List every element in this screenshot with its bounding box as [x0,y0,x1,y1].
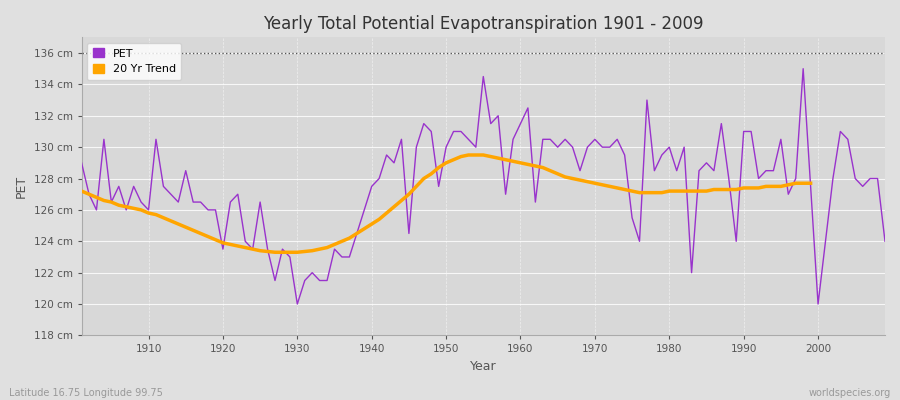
PET [292,302,302,306]
Y-axis label: PET: PET [15,175,28,198]
PET [76,160,87,165]
PET [351,231,362,236]
Text: worldspecies.org: worldspecies.org [809,388,891,398]
20 Yr Trend [277,250,288,255]
PET [307,270,318,275]
20 Yr Trend [307,248,318,253]
20 Yr Trend [806,181,816,186]
20 Yr Trend [463,152,473,157]
PET [515,121,526,126]
20 Yr Trend [448,157,459,162]
PET [523,106,534,110]
Legend: PET, 20 Yr Trend: PET, 20 Yr Trend [87,43,182,80]
X-axis label: Year: Year [470,360,497,373]
PET [612,137,623,142]
20 Yr Trend [664,189,675,194]
20 Yr Trend [270,250,281,255]
PET [136,200,147,204]
Line: PET: PET [82,69,885,304]
Text: Latitude 16.75 Longitude 99.75: Latitude 16.75 Longitude 99.75 [9,388,163,398]
20 Yr Trend [248,247,258,252]
PET [797,66,808,71]
20 Yr Trend [76,189,87,194]
Line: 20 Yr Trend: 20 Yr Trend [82,155,811,252]
PET [879,239,890,244]
Title: Yearly Total Potential Evapotranspiration 1901 - 2009: Yearly Total Potential Evapotranspiratio… [263,15,704,33]
20 Yr Trend [478,152,489,157]
